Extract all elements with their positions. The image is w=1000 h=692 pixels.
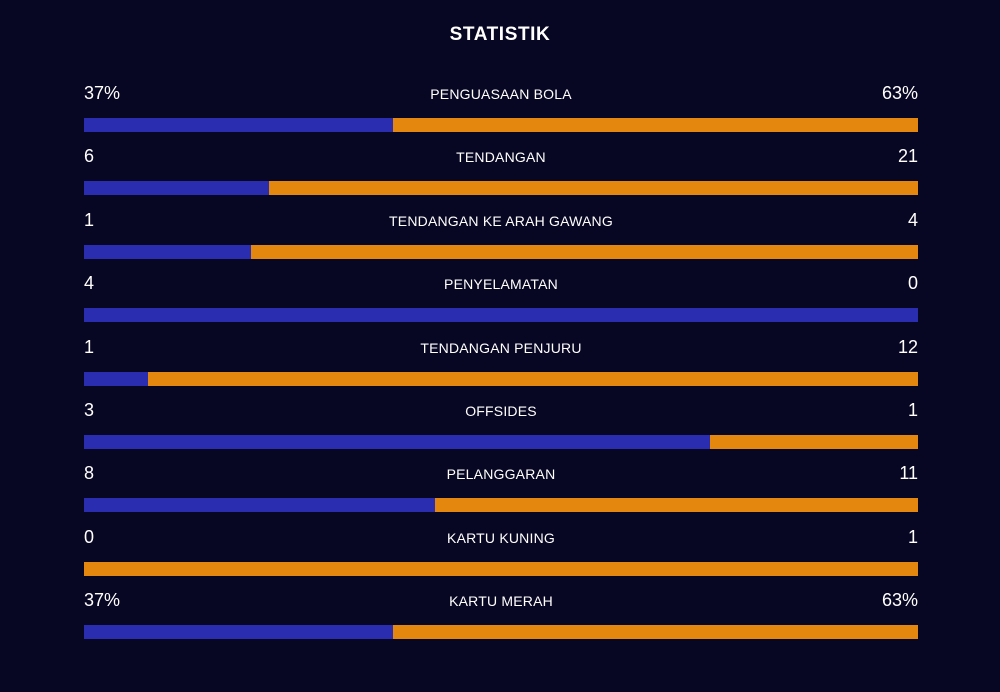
stat-label: TENDANGAN KE ARAH GAWANG	[389, 212, 613, 229]
home-value: 0	[84, 526, 95, 547]
home-value: 1	[84, 209, 95, 230]
stat-row-kartu-merah: 37% KARTU MERAH 63%	[84, 589, 918, 652]
comparison-bar	[84, 118, 918, 132]
stat-label: PENYELAMATAN	[444, 276, 558, 293]
stat-label: OFFSIDES	[465, 402, 537, 419]
stats-list: 37% PENGUASAAN BOLA 63% 6 TENDANGAN 21 1…	[84, 82, 918, 653]
stat-row-penguasaan-bola: 37% PENGUASAAN BOLA 63%	[84, 82, 918, 145]
comparison-bar	[84, 308, 918, 323]
stat-label: TENDANGAN	[456, 149, 546, 166]
home-bar-fill	[84, 434, 710, 449]
home-bar-fill	[84, 181, 270, 196]
away-value: 63%	[881, 590, 918, 611]
comparison-bar	[84, 498, 918, 513]
comparison-bar	[84, 561, 918, 576]
stat-row-tendangan-ke-arah-gawang: 1 TENDANGAN KE ARAH GAWANG 4	[84, 209, 918, 272]
comparison-bar	[84, 371, 918, 386]
home-bar-fill	[84, 308, 918, 323]
home-value: 6	[84, 146, 95, 167]
stat-label: PENGUASAAN BOLA	[430, 86, 572, 102]
stat-label: KARTU KUNING	[447, 529, 555, 546]
away-value: 1	[907, 399, 918, 420]
stat-label: KARTU MERAH	[449, 593, 553, 610]
comparison-bar	[84, 244, 918, 259]
home-value: 3	[84, 399, 95, 420]
away-value: 12	[897, 336, 918, 357]
home-bar-fill	[84, 371, 149, 386]
stat-row-pelanggaran: 8 PELANGGARAN 11	[84, 462, 918, 525]
comparison-bar	[84, 625, 918, 640]
stat-label: PELANGGARAN	[446, 466, 556, 483]
home-bar-fill	[84, 244, 251, 259]
stat-row-offsides: 3 OFFSIDES 1	[84, 399, 918, 462]
comparison-bar	[84, 181, 918, 196]
page-title: STATISTIK	[449, 24, 551, 45]
away-value: 11	[899, 463, 918, 484]
home-bar-fill	[84, 118, 393, 132]
away-value: 21	[897, 146, 918, 167]
home-bar-fill	[84, 498, 436, 513]
away-value: 63%	[881, 83, 918, 103]
away-value: 0	[907, 273, 918, 294]
home-bar-fill	[84, 625, 393, 640]
comparison-bar	[84, 434, 918, 449]
home-value: 37%	[84, 83, 121, 103]
home-value: 8	[84, 463, 95, 484]
stat-row-tendangan: 6 TENDANGAN 21	[84, 145, 918, 208]
home-value: 1	[84, 336, 95, 357]
home-value: 4	[84, 273, 95, 294]
stat-label: TENDANGAN PENJURU	[420, 339, 582, 356]
stat-row-penyelamatan: 4 PENYELAMATAN 0	[84, 272, 918, 335]
away-value: 4	[907, 209, 918, 230]
away-value: 1	[907, 526, 918, 547]
stat-row-kartu-kuning: 0 KARTU KUNING 1	[84, 526, 918, 589]
home-value: 37%	[84, 590, 121, 611]
stat-row-tendangan-penjuru: 1 TENDANGAN PENJURU 12	[84, 336, 918, 399]
